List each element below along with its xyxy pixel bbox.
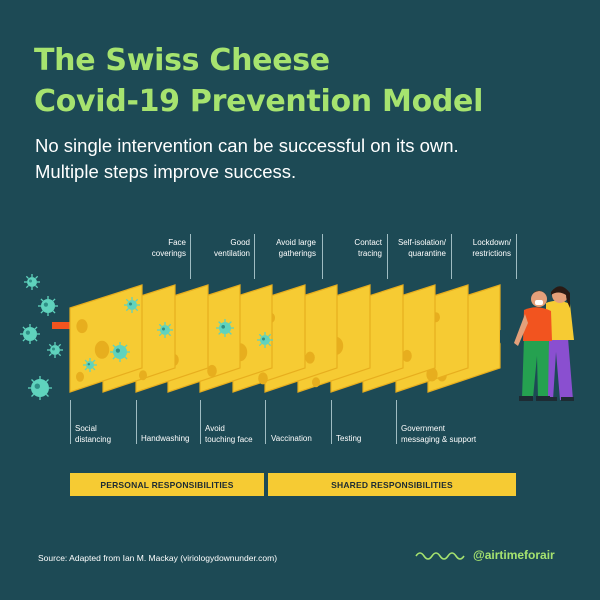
cheese-hole <box>426 367 438 382</box>
virus-icon <box>47 342 63 358</box>
label-avoid-touching-face: Avoid touching face <box>205 424 253 444</box>
virus-icon <box>110 342 130 362</box>
label-testing: Testing <box>336 434 362 443</box>
title-line-1: The Swiss Cheese <box>34 43 330 78</box>
source-credit: Source: Adapted from Ian M. Mackay (viri… <box>38 553 278 563</box>
cheese-hole <box>305 351 315 364</box>
cheese-notch <box>500 330 510 344</box>
cheese-hole <box>139 370 147 381</box>
virus-icon <box>20 324 40 344</box>
person-front-icon <box>514 290 552 401</box>
page-title: The Swiss Cheese Covid-19 Prevention Mod… <box>34 40 483 122</box>
virus-icon <box>257 332 273 348</box>
tick-government-messaging <box>396 400 397 444</box>
label-social-distancing: Social distancing <box>75 424 112 444</box>
label-self-isolation: Self-isolation/quarantine <box>397 238 446 258</box>
label-vaccination: Vaccination <box>271 434 312 443</box>
tick-face-coverings <box>190 234 191 279</box>
cheese-hole <box>94 340 110 359</box>
cheese-hole <box>402 349 412 362</box>
virus-icon <box>24 274 40 290</box>
virus-icon <box>38 296 58 316</box>
tick-contact-tracing <box>387 234 388 279</box>
virus-particles <box>20 274 273 400</box>
cheese-hole <box>258 372 268 385</box>
tick-avoid-large-gatherings <box>322 234 323 279</box>
tick-handwashing <box>136 400 137 444</box>
brand[interactable]: @airtimeforair <box>415 548 555 562</box>
virus-icon <box>28 376 52 400</box>
cheese-slices <box>52 284 510 393</box>
virus-icon <box>157 322 173 338</box>
virus-icon <box>124 297 140 313</box>
label-handwashing: Handwashing <box>141 434 190 443</box>
cheese-hole <box>207 364 217 377</box>
tick-vaccination <box>265 400 266 444</box>
cheese-hole <box>76 319 88 334</box>
wave-icon <box>415 552 465 560</box>
label-avoid-large-gatherings: Avoid large gatherings <box>276 238 316 258</box>
label-good-ventilation: Good ventilation <box>213 238 250 258</box>
brand-handle: @airtimeforair <box>473 548 555 562</box>
tick-testing <box>331 400 332 444</box>
virus-icon <box>83 358 97 372</box>
personal-responsibilities-bar: PERSONAL RESPONSIBILITIES <box>70 473 264 496</box>
people-illustration <box>514 286 574 401</box>
subtitle-line-2: Multiple steps improve success. <box>35 161 297 182</box>
subtitle-line-1: No single intervention can be successful… <box>35 135 459 156</box>
virus-icon <box>216 319 234 337</box>
cheese-hole <box>312 377 320 388</box>
label-contact-tracing: Contact tracing <box>354 238 382 258</box>
label-lockdown: Lockdown/restrictions <box>472 238 511 258</box>
tick-avoid-touching-face <box>200 400 201 444</box>
subtitle: No single intervention can be successful… <box>35 133 459 185</box>
shared-responsibilities-bar: SHARED RESPONSIBILITIES <box>268 473 516 496</box>
person-back-icon <box>545 286 574 401</box>
tick-self-isolation <box>451 234 452 279</box>
title-line-2: Covid-19 Prevention Model <box>34 84 484 119</box>
tick-good-ventilation <box>254 234 255 279</box>
cheese-hole <box>76 371 84 382</box>
tick-lockdown <box>516 234 517 279</box>
tick-social-distancing <box>70 400 71 444</box>
label-government-messaging: Government messaging & support <box>401 424 477 444</box>
label-face-coverings: Face coverings <box>151 238 186 258</box>
